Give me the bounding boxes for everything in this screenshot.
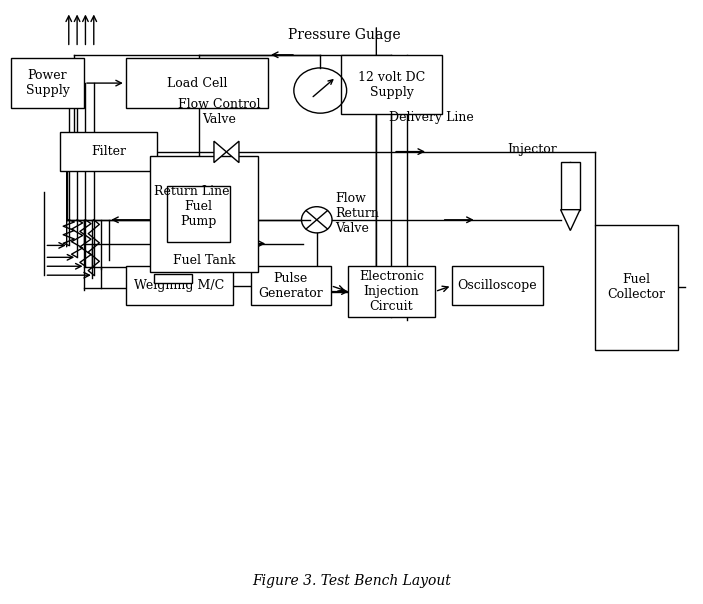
Text: Power
Supply: Power Supply (25, 69, 70, 97)
Text: 12 volt DC
Supply: 12 volt DC Supply (358, 71, 425, 98)
Bar (560, 162, 580, 210)
Bar (11, 58, 84, 108)
Text: Filter: Filter (91, 145, 126, 158)
Text: Fuel Tank: Fuel Tank (173, 254, 235, 268)
Bar (126, 58, 268, 108)
Text: Fuel
Collector: Fuel Collector (607, 273, 665, 301)
Bar (150, 156, 258, 272)
Text: Fuel
Pump: Fuel Pump (181, 200, 217, 228)
Bar (167, 186, 230, 242)
Text: Flow
Return
Valve: Flow Return Valve (335, 192, 380, 236)
Text: Load Cell: Load Cell (167, 77, 227, 89)
Text: Return Line: Return Line (153, 185, 229, 198)
Text: Electronic
Injection
Circuit: Electronic Injection Circuit (359, 270, 424, 313)
Text: Flow Control
Valve: Flow Control Valve (179, 98, 261, 126)
Bar (348, 266, 435, 317)
Bar (126, 266, 233, 305)
Text: Figure 3. Test Bench Layout: Figure 3. Test Bench Layout (252, 574, 451, 588)
Bar (60, 132, 157, 171)
Polygon shape (560, 210, 580, 231)
Text: Weighing M/C: Weighing M/C (134, 279, 225, 292)
Bar (251, 266, 330, 305)
Bar (153, 274, 192, 283)
Polygon shape (214, 141, 226, 162)
Text: Delivery Line: Delivery Line (389, 111, 474, 124)
Bar (452, 266, 543, 305)
Text: Pressure Guage: Pressure Guage (288, 28, 401, 42)
Polygon shape (226, 141, 239, 162)
Bar (595, 225, 678, 350)
Bar (341, 55, 441, 114)
Text: Oscilloscope: Oscilloscope (458, 279, 537, 292)
Text: Injector: Injector (508, 143, 557, 156)
Text: Pulse
Generator: Pulse Generator (258, 272, 323, 300)
